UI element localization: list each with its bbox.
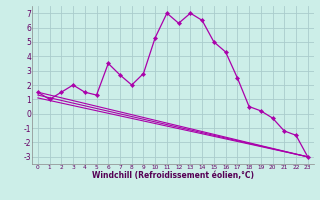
- X-axis label: Windchill (Refroidissement éolien,°C): Windchill (Refroidissement éolien,°C): [92, 171, 254, 180]
